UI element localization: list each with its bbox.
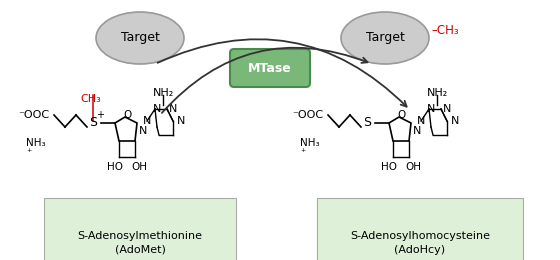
- Text: S: S: [89, 116, 97, 129]
- Text: N: N: [417, 116, 425, 126]
- Text: +: +: [96, 110, 104, 120]
- Text: N: N: [177, 116, 185, 126]
- Text: O: O: [398, 110, 406, 120]
- Text: ⁺: ⁺: [26, 148, 31, 158]
- Text: S-Adenosylhomocysteine
(AdoHcy): S-Adenosylhomocysteine (AdoHcy): [350, 231, 490, 255]
- Text: N: N: [413, 126, 421, 136]
- Text: Target: Target: [120, 31, 160, 44]
- Text: O: O: [124, 110, 132, 120]
- Text: NH₂: NH₂: [152, 88, 174, 98]
- Text: NH₂: NH₂: [426, 88, 447, 98]
- Text: ⁻OOC: ⁻OOC: [292, 110, 323, 120]
- Text: NH₃: NH₃: [26, 138, 45, 148]
- Text: HO: HO: [107, 162, 123, 172]
- Text: N: N: [143, 116, 151, 126]
- Text: N: N: [443, 104, 451, 114]
- Text: Target: Target: [366, 31, 404, 44]
- Text: NH₃: NH₃: [300, 138, 320, 148]
- Text: HO: HO: [381, 162, 397, 172]
- Text: N: N: [153, 104, 161, 114]
- Text: S-Adenosylmethionine
(AdoMet): S-Adenosylmethionine (AdoMet): [77, 231, 203, 255]
- Text: N: N: [139, 126, 147, 136]
- Text: OH: OH: [405, 162, 421, 172]
- Text: ⁺: ⁺: [300, 148, 305, 158]
- Text: N: N: [451, 116, 459, 126]
- Text: N: N: [169, 104, 178, 114]
- Text: CH₃: CH₃: [81, 94, 101, 104]
- Ellipse shape: [341, 12, 429, 64]
- Text: ⁻OOC: ⁻OOC: [18, 110, 49, 120]
- Text: N: N: [427, 104, 435, 114]
- Ellipse shape: [96, 12, 184, 64]
- Text: OH: OH: [131, 162, 147, 172]
- Text: MTase: MTase: [248, 62, 292, 75]
- FancyBboxPatch shape: [230, 49, 310, 87]
- Text: S: S: [363, 116, 371, 129]
- Text: –CH₃: –CH₃: [431, 23, 459, 36]
